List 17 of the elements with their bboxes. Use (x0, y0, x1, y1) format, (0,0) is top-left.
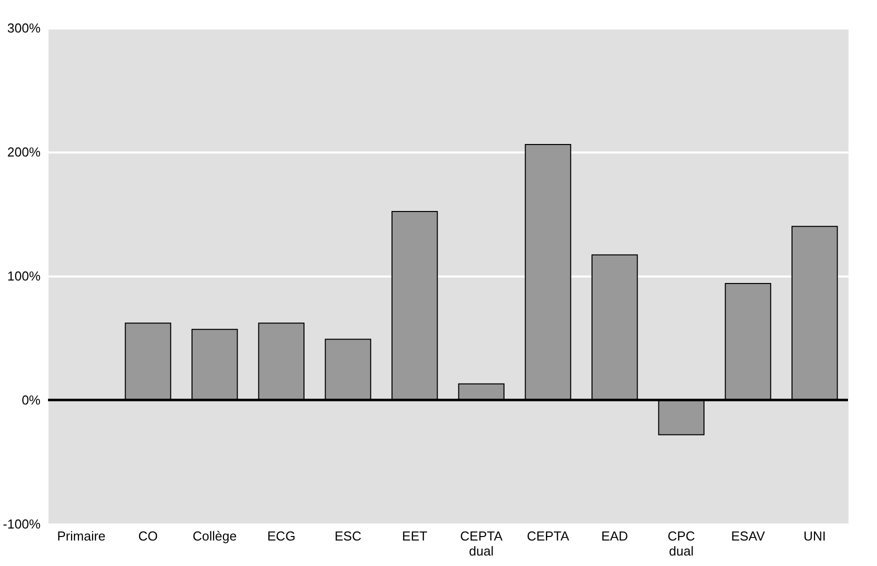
y-tick-label: 200% (7, 144, 41, 160)
y-tick-label: 0% (22, 392, 41, 408)
y-tick-label: 300% (7, 20, 41, 36)
x-tick-label: ESC (334, 528, 362, 544)
x-tick-label: CPC dual (668, 528, 696, 558)
x-tick-label: ECG (267, 528, 296, 544)
x-tick-label: CEPTA dual (460, 528, 503, 558)
y-tick-label: 100% (7, 268, 41, 284)
x-tick-label: CEPTA (526, 528, 570, 544)
x-tick-label: Collège (192, 528, 237, 544)
x-tick-label: Primaire (57, 528, 106, 544)
x-tick-label: CO (138, 528, 158, 544)
x-tick-label: EET (402, 528, 428, 544)
x-tick-label: EAD (601, 528, 628, 544)
x-tick-label: ESAV (731, 528, 766, 544)
y-tick-label: -100% (2, 516, 41, 532)
x-tick-label: UNI (803, 528, 826, 544)
